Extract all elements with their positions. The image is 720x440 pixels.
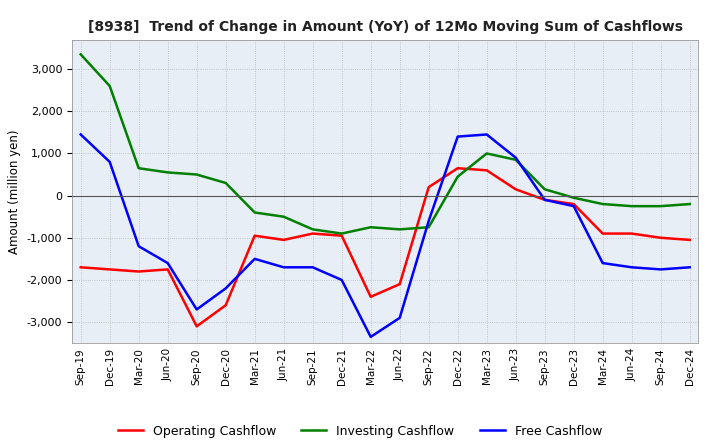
Investing Cashflow (105, 83, 114, 88)
Free Cashflow (192, 307, 201, 312)
Investing Cashflow (685, 202, 694, 207)
Investing Cashflow (251, 210, 259, 215)
Operating Cashflow (570, 202, 578, 207)
Free Cashflow (657, 267, 665, 272)
Operating Cashflow (366, 294, 375, 300)
Operating Cashflow (541, 197, 549, 202)
Free Cashflow (685, 264, 694, 270)
Operating Cashflow (424, 184, 433, 190)
Investing Cashflow (366, 224, 375, 230)
Investing Cashflow (192, 172, 201, 177)
Free Cashflow (570, 204, 578, 209)
Investing Cashflow (541, 187, 549, 192)
Investing Cashflow (598, 202, 607, 207)
Operating Cashflow (454, 165, 462, 171)
Operating Cashflow (192, 324, 201, 329)
Free Cashflow (135, 244, 143, 249)
Investing Cashflow (163, 170, 172, 175)
Operating Cashflow (627, 231, 636, 236)
Operating Cashflow (511, 187, 520, 192)
Title: [8938]  Trend of Change in Amount (YoY) of 12Mo Moving Sum of Cashflows: [8938] Trend of Change in Amount (YoY) o… (88, 20, 683, 34)
Operating Cashflow (76, 264, 85, 270)
Free Cashflow (598, 260, 607, 266)
Free Cashflow (511, 155, 520, 160)
Investing Cashflow (338, 231, 346, 236)
Investing Cashflow (454, 174, 462, 179)
Operating Cashflow (308, 231, 317, 236)
Investing Cashflow (221, 180, 230, 186)
Operating Cashflow (135, 269, 143, 274)
Operating Cashflow (279, 237, 288, 242)
Operating Cashflow (163, 267, 172, 272)
Line: Operating Cashflow: Operating Cashflow (81, 168, 690, 326)
Operating Cashflow (657, 235, 665, 240)
Operating Cashflow (685, 237, 694, 242)
Investing Cashflow (76, 52, 85, 57)
Line: Free Cashflow: Free Cashflow (81, 135, 690, 337)
Free Cashflow (105, 159, 114, 165)
Operating Cashflow (598, 231, 607, 236)
Legend: Operating Cashflow, Investing Cashflow, Free Cashflow: Operating Cashflow, Investing Cashflow, … (113, 420, 607, 440)
Free Cashflow (76, 132, 85, 137)
Investing Cashflow (308, 227, 317, 232)
Investing Cashflow (135, 165, 143, 171)
Operating Cashflow (482, 168, 491, 173)
Investing Cashflow (395, 227, 404, 232)
Free Cashflow (279, 264, 288, 270)
Operating Cashflow (221, 303, 230, 308)
Operating Cashflow (251, 233, 259, 238)
Free Cashflow (308, 264, 317, 270)
Investing Cashflow (627, 204, 636, 209)
Free Cashflow (251, 256, 259, 261)
Line: Investing Cashflow: Investing Cashflow (81, 55, 690, 234)
Investing Cashflow (424, 224, 433, 230)
Y-axis label: Amount (million yen): Amount (million yen) (8, 129, 21, 253)
Operating Cashflow (338, 233, 346, 238)
Operating Cashflow (395, 282, 404, 287)
Free Cashflow (221, 286, 230, 291)
Operating Cashflow (105, 267, 114, 272)
Free Cashflow (424, 218, 433, 224)
Free Cashflow (163, 260, 172, 266)
Free Cashflow (366, 334, 375, 340)
Investing Cashflow (511, 157, 520, 162)
Investing Cashflow (482, 151, 491, 156)
Free Cashflow (454, 134, 462, 139)
Investing Cashflow (570, 195, 578, 200)
Free Cashflow (541, 197, 549, 202)
Free Cashflow (395, 315, 404, 320)
Investing Cashflow (279, 214, 288, 219)
Free Cashflow (627, 264, 636, 270)
Free Cashflow (482, 132, 491, 137)
Free Cashflow (338, 277, 346, 282)
Investing Cashflow (657, 204, 665, 209)
